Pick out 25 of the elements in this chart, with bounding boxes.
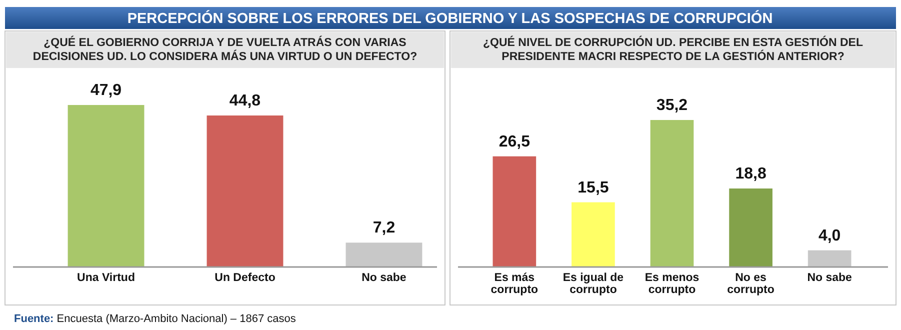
data-label: 44,8 (229, 92, 261, 110)
data-label: 4,0 (818, 227, 841, 244)
data-label: 26,5 (498, 133, 530, 150)
chart-subtitle: ¿QUÉ EL GOBIERNO CORRIJA Y DE VUELTA ATRÁS CON VARIAS DECISIONES UD. LO CONSIDERA MÁS UNA VIRTUD O UN DEFECTO? (32, 35, 418, 63)
x-tick-label: Es igual de corrupto (562, 272, 624, 296)
x-tick-label: Es menos corrupto (644, 272, 700, 296)
bar (572, 202, 615, 267)
bar (650, 120, 694, 267)
x-tick-label: Es más corrupto (490, 272, 538, 296)
bar (808, 250, 852, 267)
data-label: 35,2 (656, 97, 688, 114)
data-label: 7,2 (372, 220, 396, 237)
x-tick-label: No es corrupto (727, 272, 774, 296)
data-label: 15,5 (578, 179, 609, 196)
chart-subtitle: ¿QUÉ NIVEL DE CORRUPCIÓN UD. PERCIBE EN ESTA GESTIÓN DEL PRESIDENTE MACRI RESPECTO DE LA GESTIÓN ANTERIOR? (483, 35, 863, 63)
data-label: 18,8 (735, 165, 766, 182)
data-label: 47,9 (90, 82, 122, 99)
source-note: Fuente: Encuesta (Marzo-Ambito Nacional) – 1867 casos (14, 313, 296, 325)
bar (492, 156, 536, 267)
x-tick-label: Un Defecto (214, 272, 276, 284)
x-tick-label: No sabe (807, 272, 852, 284)
bar (729, 188, 772, 267)
chart-title: PERCEPCIÓN SOBRE LOS ERRORES DEL GOBIERNO Y LAS SOSPECHAS DE CORRUPCIÓN (127, 10, 773, 27)
x-tick-label: No sabe (362, 272, 406, 284)
x-tick-label: Una Virtud (77, 272, 135, 284)
